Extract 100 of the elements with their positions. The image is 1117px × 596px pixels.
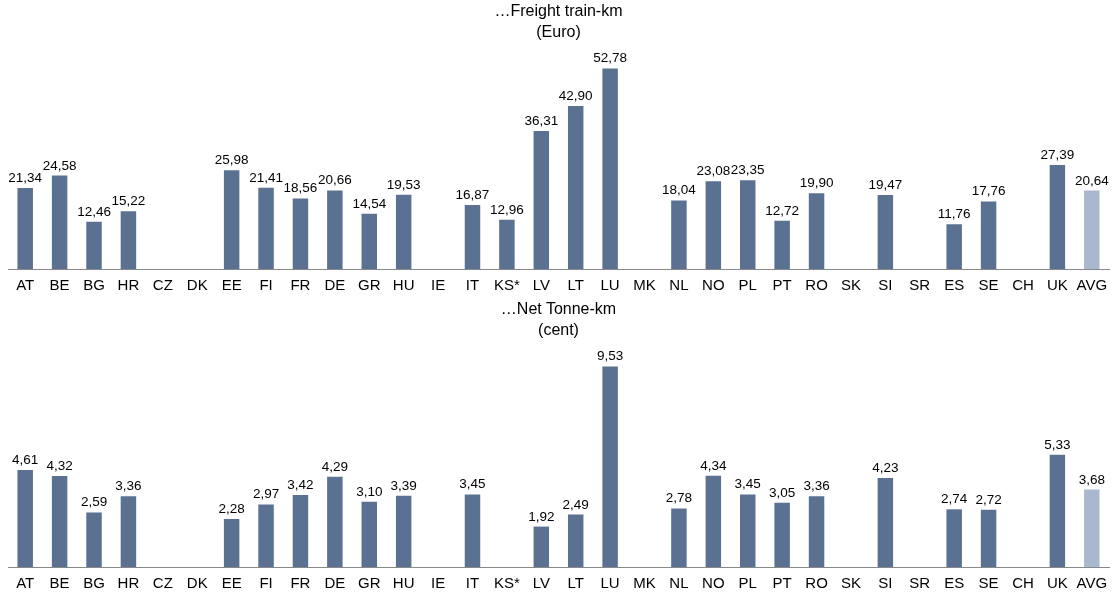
data-label: 19,90 — [799, 175, 834, 191]
x-tick-label: BE — [49, 574, 70, 592]
x-tick-label: DK — [186, 276, 208, 294]
x-tick-label: SR — [909, 574, 931, 592]
chart-subtitle: (cent) — [538, 321, 579, 339]
data-label: 3,39 — [390, 477, 417, 493]
bar — [602, 366, 618, 567]
bar — [705, 475, 722, 567]
bar — [533, 526, 550, 567]
data-label: 17,76 — [971, 183, 1006, 199]
bar — [17, 469, 33, 567]
data-label: 3,05 — [769, 484, 796, 500]
x-tick-label: SK — [840, 276, 861, 294]
x-tick-label: MK — [633, 574, 656, 592]
bar — [499, 219, 515, 269]
x-tick-label: AVG — [1076, 276, 1108, 294]
data-label: 5,33 — [1044, 436, 1071, 452]
x-tick-label: FI — [259, 276, 273, 294]
bar — [774, 502, 790, 567]
data-label: 2,49 — [562, 496, 589, 512]
bar — [980, 509, 997, 567]
x-tick-label: HR — [117, 574, 140, 592]
x-tick-label: NL — [669, 574, 689, 592]
bar — [51, 476, 68, 567]
bar — [51, 175, 68, 269]
bar — [395, 495, 412, 567]
bar — [671, 200, 687, 269]
x-tick-label: SE — [978, 276, 999, 294]
x-tick-label: BG — [83, 574, 105, 592]
bar — [946, 224, 962, 269]
x-tick-label: KS* — [493, 276, 520, 294]
x-tick-label: IT — [465, 574, 480, 592]
x-tick-label: HU — [392, 574, 415, 592]
bar — [361, 213, 378, 269]
x-tick-label: GR — [358, 276, 381, 294]
bar — [1084, 489, 1100, 567]
x-tick-label: ES — [944, 276, 965, 294]
chart-subtitle: (Euro) — [536, 23, 581, 41]
data-label: 25,98 — [214, 152, 249, 168]
data-label: 4,61 — [12, 451, 39, 467]
x-tick-label: SE — [978, 574, 999, 592]
chart-title: …Net Tonne-km — [500, 300, 617, 318]
data-label: 2,97 — [252, 486, 280, 502]
data-label: 21,34 — [8, 169, 43, 185]
data-label: 12,46 — [77, 203, 111, 219]
data-label: 23,08 — [696, 163, 731, 179]
data-label: 3,45 — [459, 476, 486, 492]
x-tick-label: LT — [567, 276, 584, 294]
data-label: 23,35 — [730, 162, 765, 178]
x-tick-label: AT — [16, 574, 35, 592]
data-label: 2,78 — [665, 490, 693, 506]
x-tick-label: CZ — [152, 276, 173, 294]
x-tick-label: LT — [567, 574, 584, 592]
data-label: 19,53 — [386, 176, 421, 192]
data-label: 1,92 — [528, 508, 555, 524]
x-tick-label: CZ — [152, 574, 173, 592]
data-label: 16,87 — [455, 186, 490, 202]
data-label: 18,56 — [283, 180, 318, 196]
x-tick-label: EE — [221, 574, 242, 592]
x-tick-label: RO — [805, 276, 828, 294]
data-label: 2,72 — [975, 491, 1002, 507]
bar — [739, 180, 756, 269]
data-label: 4,23 — [872, 459, 899, 475]
bar — [1049, 164, 1066, 269]
bar — [980, 201, 997, 269]
x-tick-label: NL — [669, 276, 689, 294]
bar — [120, 211, 137, 269]
x-tick-label: AVG — [1076, 574, 1108, 592]
bar — [258, 504, 274, 567]
chart-title: …Freight train-km — [494, 2, 623, 20]
x-tick-label: GR — [358, 574, 381, 592]
x-tick-label: UK — [1046, 574, 1068, 592]
x-tick-label: NO — [702, 276, 725, 294]
bar — [1049, 454, 1066, 567]
bar — [877, 195, 894, 269]
x-tick-label: SI — [878, 276, 893, 294]
data-label: 3,45 — [734, 476, 761, 492]
x-tick-label: AT — [16, 276, 35, 294]
data-label: 2,59 — [80, 494, 108, 510]
x-tick-label: FR — [290, 276, 311, 294]
data-label: 4,29 — [321, 458, 348, 474]
bar — [1084, 190, 1100, 269]
data-label: 21,41 — [249, 169, 283, 185]
data-label: 3,42 — [287, 476, 314, 492]
data-label: 24,58 — [42, 157, 77, 173]
x-tick-label: EE — [221, 276, 242, 294]
bar — [602, 68, 618, 269]
x-tick-label: MK — [633, 276, 656, 294]
x-tick-label: BG — [83, 276, 105, 294]
x-tick-label: IE — [430, 574, 446, 592]
data-label: 52,78 — [593, 50, 628, 66]
x-tick-label: RO — [805, 574, 828, 592]
x-tick-label: IE — [430, 276, 446, 294]
data-label: 15,22 — [111, 193, 146, 209]
x-tick-label: CH — [1012, 276, 1034, 294]
data-label: 11,76 — [937, 206, 971, 222]
bar — [774, 220, 790, 269]
bar — [395, 194, 412, 269]
x-tick-label: LU — [600, 276, 620, 294]
x-tick-label: UK — [1046, 276, 1068, 294]
